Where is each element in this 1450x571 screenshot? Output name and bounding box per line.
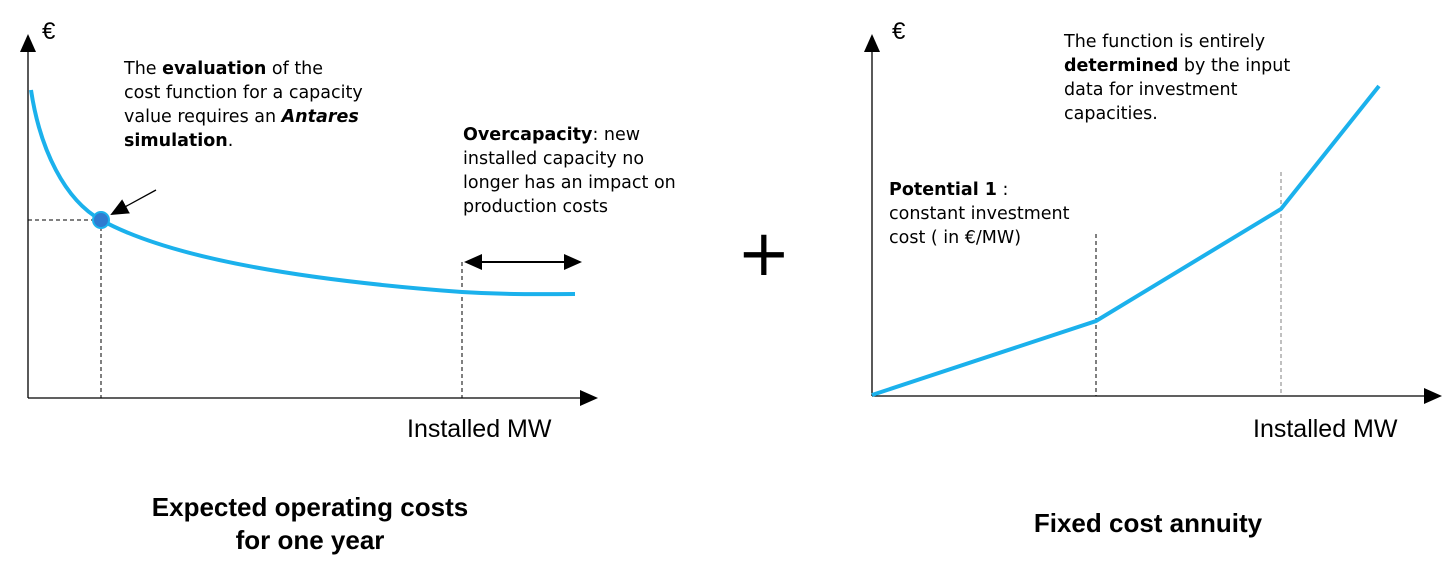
right-y-axis-symbol: € [892, 18, 906, 45]
evaluation-annotation-line-3: value requires an Antares [124, 105, 363, 129]
overcapacity-annotation: Overcapacity: new installed capacity no … [463, 123, 676, 219]
evaluation-annotation: The evaluation of the cost function for … [124, 57, 363, 153]
fixed-cost-annuity-line [871, 84, 1381, 397]
evaluation-text-3a: value requires an [124, 107, 282, 127]
overcapacity-range-arrow-left-head [464, 254, 482, 270]
evaluation-point [92, 211, 110, 229]
evaluation-text-1c: of the [266, 59, 324, 79]
evaluation-pointer-arrow [110, 189, 157, 215]
left-caption-line-2: for one year [235, 525, 385, 555]
right-caption: Fixed cost annuity [1033, 508, 1263, 538]
potential-annotation-line-1: Potential 1 : [889, 178, 1069, 202]
potential-annotation: Potential 1 : constant investment cost (… [889, 178, 1069, 250]
operating-cost-curve [29, 89, 576, 297]
potential-text-1a: Potential 1 [889, 180, 997, 200]
evaluation-text-1b: evaluation [162, 59, 267, 79]
left-caption-line-1: Expected operating costs [151, 492, 469, 522]
evaluation-text-1a: The [124, 59, 163, 79]
right-panel [864, 34, 1442, 404]
function-text-2a: determined [1064, 56, 1179, 76]
evaluation-annotation-line-2: cost function for a capacity [124, 83, 363, 103]
right-x-axis-label: Installed MW [1253, 415, 1398, 443]
function-annotation-line-4: capacities. [1064, 104, 1158, 124]
function-annotation-line-3: data for investment [1064, 80, 1238, 100]
left-panel [20, 34, 598, 406]
potential-annotation-line-3: cost ( in €/MW) [889, 228, 1022, 248]
function-annotation-line-2: determined by the input [1064, 54, 1290, 78]
overcapacity-annotation-line-2: installed capacity no [463, 149, 645, 169]
plus-operator: + [737, 217, 791, 291]
function-text-2b: by the input [1178, 56, 1291, 76]
overcapacity-annotation-line-1: Overcapacity: new [463, 123, 676, 147]
evaluation-annotation-line-1: The evaluation of the [124, 57, 363, 81]
potential-text-1b: : [996, 180, 1009, 200]
overcapacity-text-1b: : new [592, 125, 641, 145]
evaluation-text-3b: Antares [281, 107, 359, 127]
function-annotation: The function is entirely determined by t… [1064, 30, 1290, 126]
overcapacity-annotation-line-3: longer has an impact on [463, 173, 676, 193]
left-x-axis-label: Installed MW [407, 415, 552, 443]
left-y-axis-symbol: € [42, 18, 56, 45]
overcapacity-annotation-line-4: production costs [463, 197, 608, 217]
evaluation-text-4a: simulation [124, 131, 228, 151]
function-annotation-line-1: The function is entirely [1064, 32, 1266, 52]
overcapacity-text-1a: Overcapacity [463, 125, 593, 145]
left-caption: Expected operating costs for one year [110, 491, 510, 557]
evaluation-text-4b: . [227, 131, 234, 151]
potential-annotation-line-2: constant investment [889, 204, 1070, 224]
evaluation-annotation-line-4: simulation. [124, 129, 363, 153]
